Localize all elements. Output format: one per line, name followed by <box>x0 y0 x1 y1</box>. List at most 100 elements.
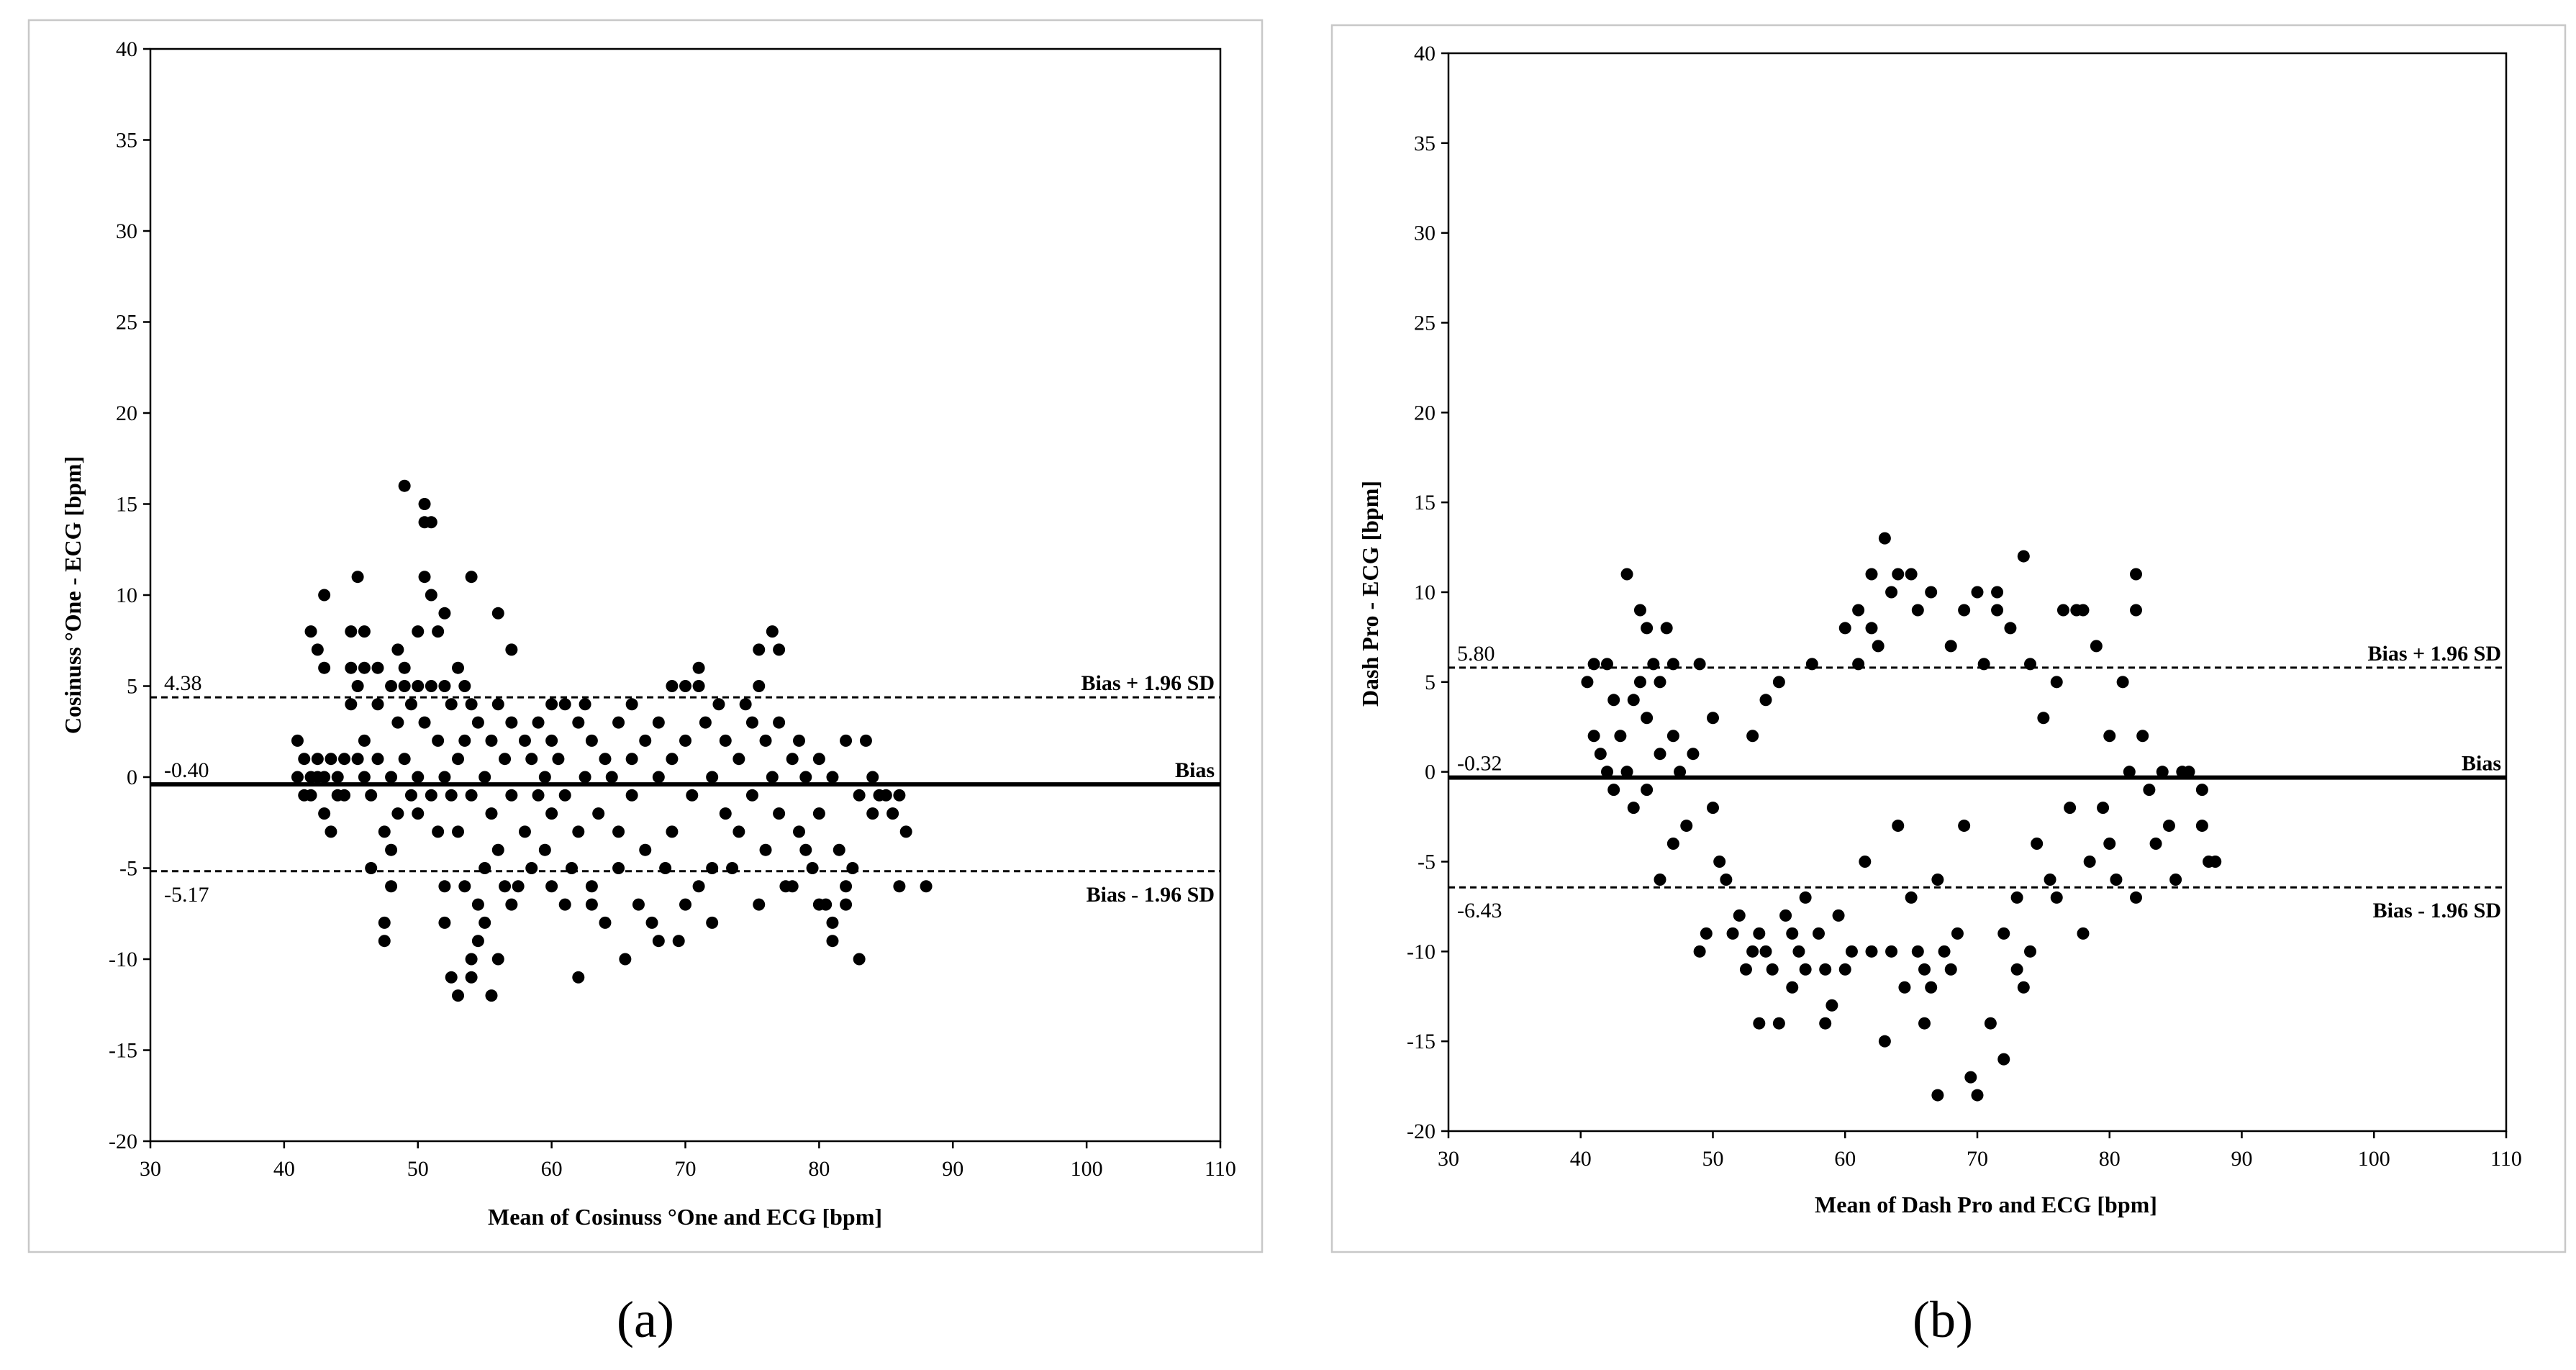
panel-a-data-point <box>733 753 745 766</box>
panel-a-data-point <box>692 661 705 674</box>
panel-b-data-point <box>1641 712 1654 725</box>
panel-a-data-point <box>445 789 458 802</box>
panel-a-y-tick-label: -10 <box>109 948 137 971</box>
panel-b-data-point <box>2136 730 2149 743</box>
panel-a-data-point <box>773 716 786 729</box>
panel-a-data-point <box>291 734 304 747</box>
panel-a-data-point <box>471 716 484 729</box>
panel-a-data-point <box>452 825 465 838</box>
panel-b-label: (b) <box>1913 1291 1973 1348</box>
panel-a-data-point <box>479 771 491 784</box>
panel-a-data-point <box>479 916 491 929</box>
panel-a-data-point <box>525 862 538 874</box>
panel-a-y-tick-label: -5 <box>119 857 137 881</box>
panel-a-data-point <box>479 862 491 874</box>
panel-a-data-point <box>432 825 445 838</box>
panel-a-data-point <box>652 716 665 729</box>
panel-b-x-axis-title: Mean of Dash Pro and ECG [bpm] <box>1815 1192 2157 1217</box>
panel-a-data-point <box>491 698 504 711</box>
panel-a-bias-value: -0.40 <box>164 758 209 782</box>
panel-b-data-point <box>1720 873 1733 886</box>
panel-a-data-point <box>485 989 498 1002</box>
panel-b-data-point <box>1601 766 1613 779</box>
panel-b-data-point <box>2130 568 2142 581</box>
panel-b-data-point <box>2050 891 2063 904</box>
panel-a-data-point <box>365 789 378 802</box>
panel-a-data-point <box>585 880 598 893</box>
panel-a-label: (a) <box>617 1291 674 1348</box>
panel-a-data-point <box>465 953 478 966</box>
panel-b-data-point <box>1984 1017 1997 1030</box>
panel-a-data-point <box>358 661 371 674</box>
panel-a-data-point <box>318 771 331 784</box>
panel-b-x-tick-label: 110 <box>2490 1147 2522 1171</box>
panel-a-data-point <box>745 789 758 802</box>
panel-a-data-point <box>425 680 437 692</box>
panel-b-data-point <box>1660 622 1673 635</box>
panel-b-y-tick-label: 35 <box>1414 132 1436 155</box>
panel-b-y-tick-label: 0 <box>1425 761 1436 784</box>
panel-b-data-point <box>1925 586 1938 599</box>
panel-a-y-tick-label: 0 <box>127 766 137 789</box>
panel-b-data-point <box>1680 820 1693 833</box>
panel-b-data-point <box>1587 658 1600 671</box>
panel-a-data-point <box>385 680 398 692</box>
panel-b-data-point <box>1726 927 1739 940</box>
panel-b-data-point <box>1859 856 1872 868</box>
panel-b-data-point <box>1865 568 1878 581</box>
panel-a-data-point <box>538 843 551 856</box>
panel-a-data-point <box>920 880 933 893</box>
panel-b-data-point <box>2195 820 2208 833</box>
panel-a-y-tick-label: 40 <box>116 37 137 61</box>
panel-a-upper-loa-value: 4.38 <box>164 671 202 695</box>
panel-b-data-point <box>1852 658 1865 671</box>
panel-b-data-point <box>2116 676 2129 689</box>
panel-b-y-tick-label: 25 <box>1414 312 1436 335</box>
panel-a-y-tick-label: 15 <box>116 493 137 517</box>
panel-a-x-tick-label: 60 <box>541 1157 563 1181</box>
panel-a-data-point <box>412 625 425 638</box>
panel-a-data-point <box>538 771 551 784</box>
panel-a-y-tick-label: 35 <box>116 129 137 153</box>
panel-b-bias-value: -0.32 <box>1457 752 1502 776</box>
panel-b-data-point <box>1707 802 1719 815</box>
panel-a-data-point <box>753 643 766 656</box>
panel-b-data-point <box>1977 658 1990 671</box>
panel-b-data-point <box>1627 802 1640 815</box>
panel-b-data-point <box>2056 604 2069 617</box>
panel-a-data-point <box>719 734 732 747</box>
panel-b-data-point <box>1666 838 1679 850</box>
panel-a-data-point <box>612 716 625 729</box>
panel-a-data-point <box>826 935 839 948</box>
panel-b-data-point <box>1898 981 1911 994</box>
panel-a-data-point <box>385 771 398 784</box>
panel-a-data-point <box>438 916 451 929</box>
panel-a-x-tick-label: 110 <box>1205 1157 1236 1181</box>
panel-a-data-point <box>812 807 825 820</box>
panel-b-data-point <box>1607 784 1620 797</box>
panel-b-data-point <box>1654 873 1666 886</box>
panel-b-data-point <box>2156 766 2169 779</box>
panel-b-data-point <box>1799 891 1812 904</box>
panel-a-y-tick-label: -15 <box>109 1039 137 1063</box>
panel-a-data-point <box>365 862 378 874</box>
panel-a-data-point <box>412 807 425 820</box>
panel-a-data-point <box>311 753 324 766</box>
panel-b-data-point <box>1951 927 1964 940</box>
panel-a-data-point <box>639 843 652 856</box>
panel-a-data-point <box>599 753 612 766</box>
panel-b-y-tick-label: 10 <box>1414 581 1436 604</box>
panel-a-data-point <box>425 589 437 602</box>
panel-b-data-point <box>1753 1017 1766 1030</box>
panel-b-data-point <box>1654 748 1666 761</box>
panel-a-data-point <box>759 843 772 856</box>
panel-a-data-point <box>820 898 833 911</box>
panel-b-data-point <box>1627 694 1640 707</box>
panel-b-data-point <box>1601 658 1613 671</box>
panel-b-data-point <box>2050 676 2063 689</box>
panel-b-data-point <box>1805 658 1818 671</box>
panel-b-data-point <box>1759 694 1772 707</box>
panel-a-data-point <box>826 916 839 929</box>
panel-b-data-point <box>1654 676 1666 689</box>
panel-b-data-point <box>1971 1089 1984 1102</box>
